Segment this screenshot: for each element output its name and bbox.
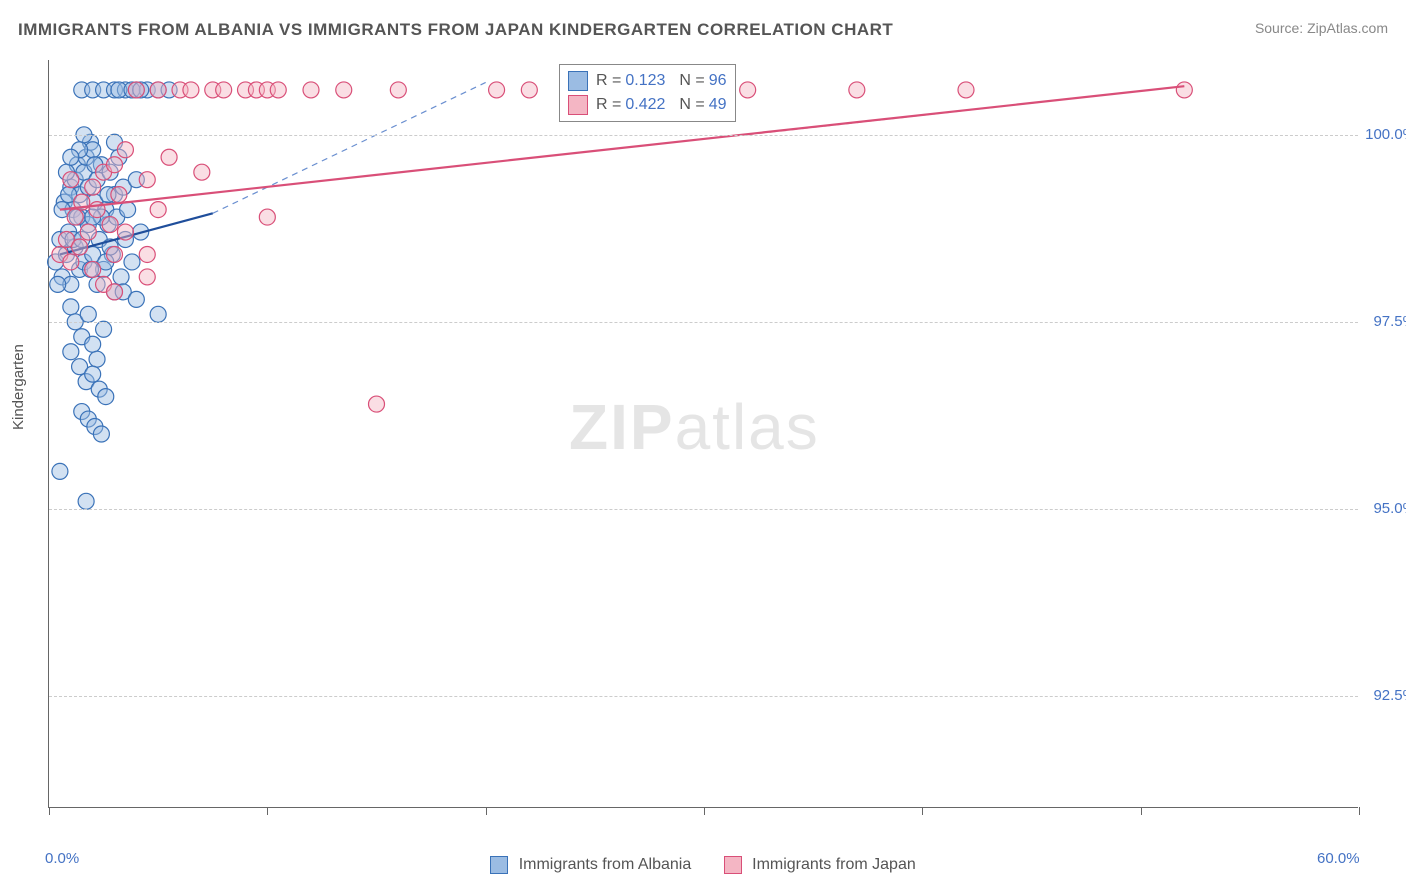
y-tick-label: 95.0% [1373, 500, 1406, 517]
scatter-point [96, 321, 112, 337]
plot-area: ZIPatlas R =0.123N =96R =0.422N =49 92.5… [48, 60, 1358, 808]
source-label: Source: [1255, 20, 1303, 36]
scatter-point [63, 299, 79, 315]
gridline-h [49, 322, 1358, 323]
r-label: R = [596, 96, 621, 114]
scatter-point [390, 82, 406, 98]
scatter-point [93, 426, 109, 442]
legend-item-japan: Immigrants from Japan [724, 856, 916, 874]
scatter-point [63, 149, 79, 165]
scatter-point [150, 82, 166, 98]
scatter-point [102, 217, 118, 233]
legend-label-albania: Immigrants from Albania [519, 856, 692, 873]
n-value: 96 [709, 72, 727, 90]
scatter-point [89, 351, 105, 367]
scatter-point [259, 209, 275, 225]
scatter-point [120, 202, 136, 218]
gridline-h [49, 696, 1358, 697]
scatter-point [85, 336, 101, 352]
scatter-point [111, 187, 127, 203]
scatter-point [80, 224, 96, 240]
scatter-point [107, 157, 123, 173]
scatter-point [124, 254, 140, 270]
scatter-point [128, 291, 144, 307]
scatter-point [85, 366, 101, 382]
scatter-point [63, 172, 79, 188]
gridline-h [49, 509, 1358, 510]
scatter-point [107, 246, 123, 262]
x-tick [267, 807, 268, 815]
scatter-point [128, 82, 144, 98]
r-value: 0.422 [625, 96, 665, 114]
n-label: N = [679, 96, 704, 114]
scatter-point [958, 82, 974, 98]
scatter-point [849, 82, 865, 98]
scatter-point [139, 246, 155, 262]
x-tick [1359, 807, 1360, 815]
scatter-point [150, 306, 166, 322]
x-tick [922, 807, 923, 815]
scatter-point [63, 254, 79, 270]
chart-title: IMMIGRANTS FROM ALBANIA VS IMMIGRANTS FR… [18, 20, 893, 40]
scatter-point [194, 164, 210, 180]
scatter-point [161, 149, 177, 165]
scatter-point [78, 493, 94, 509]
x-tick [486, 807, 487, 815]
n-label: N = [679, 72, 704, 90]
x-tick [1141, 807, 1142, 815]
stats-legend-box: R =0.123 N = 96 R =0.422 N = 49 [559, 64, 736, 122]
scatter-point [270, 82, 286, 98]
scatter-point [740, 82, 756, 98]
scatter-point [1176, 82, 1192, 98]
scatter-point [336, 82, 352, 98]
scatter-point [63, 344, 79, 360]
scatter-point [67, 209, 83, 225]
scatter-point [72, 239, 88, 255]
scatter-point [117, 224, 133, 240]
y-tick-label: 100.0% [1365, 126, 1406, 143]
x-tick [704, 807, 705, 815]
stats-swatch [568, 95, 588, 115]
scatter-point [80, 306, 96, 322]
scatter-point [139, 269, 155, 285]
source-value: ZipAtlas.com [1307, 20, 1388, 36]
trend-line-dashed [213, 82, 486, 213]
legend-item-albania: Immigrants from Albania [490, 856, 691, 874]
gridline-h [49, 135, 1358, 136]
y-axis-label: Kindergarten [10, 344, 27, 430]
scatter-point [98, 389, 114, 405]
scatter-point [52, 463, 68, 479]
legend-label-japan: Immigrants from Japan [752, 856, 916, 873]
scatter-point [489, 82, 505, 98]
scatter-point [50, 276, 66, 292]
y-tick-label: 92.5% [1373, 687, 1406, 704]
legend-swatch-japan [724, 856, 742, 874]
scatter-point [117, 142, 133, 158]
stats-row: R =0.422 N = 49 [568, 93, 727, 117]
n-value: 49 [709, 96, 727, 114]
r-value: 0.123 [625, 72, 665, 90]
legend-swatch-albania [490, 856, 508, 874]
x-tick [49, 807, 50, 815]
scatter-point [521, 82, 537, 98]
scatter-point [139, 172, 155, 188]
scatter-point [113, 269, 129, 285]
r-label: R = [596, 72, 621, 90]
bottom-legend: Immigrants from Albania Immigrants from … [0, 856, 1406, 874]
scatter-point [85, 179, 101, 195]
source-attribution: Source: ZipAtlas.com [1255, 20, 1388, 36]
scatter-point [183, 82, 199, 98]
scatter-point [107, 284, 123, 300]
scatter-point [85, 261, 101, 277]
scatter-point [369, 396, 385, 412]
y-tick-label: 97.5% [1373, 313, 1406, 330]
scatter-point [216, 82, 232, 98]
scatter-point [150, 202, 166, 218]
stats-swatch [568, 71, 588, 91]
scatter-point [303, 82, 319, 98]
stats-row: R =0.123 N = 96 [568, 69, 727, 93]
